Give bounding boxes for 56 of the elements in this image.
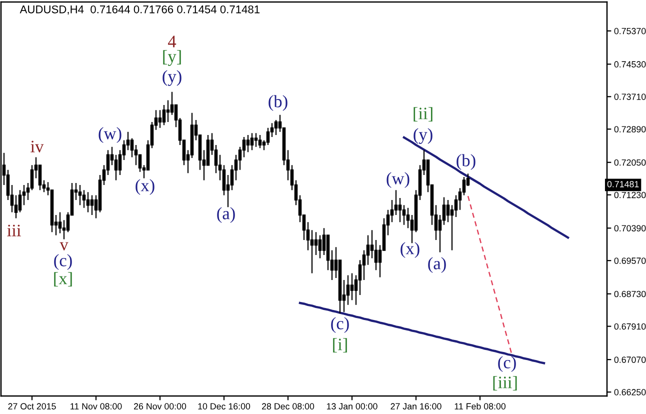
chart-title: AUDUSD,H4 0.71644 0.71766 0.71454 0.71481 bbox=[20, 5, 260, 15]
annotation: (x) bbox=[136, 179, 154, 195]
y-tick-label: 0.67910 bbox=[614, 323, 646, 330]
annotation: (a) bbox=[428, 257, 446, 273]
annotation: [y] bbox=[163, 50, 181, 66]
annotation: (b) bbox=[456, 154, 476, 170]
y-tick-label: 0.74530 bbox=[614, 61, 646, 68]
annotation: (w) bbox=[98, 127, 122, 143]
y-tick-label: 0.68730 bbox=[614, 290, 646, 298]
x-tick-label: 28 Dec 08:00 bbox=[262, 403, 314, 410]
annotation: [iii] bbox=[493, 376, 517, 390]
annotation: v bbox=[60, 242, 68, 250]
annotation: iv bbox=[30, 140, 44, 152]
y-tick-label: 0.73710 bbox=[614, 94, 646, 100]
annotation: [ii] bbox=[414, 107, 432, 122]
x-tick-label: 27 Jan 16:00 bbox=[390, 403, 442, 410]
x-tick-label: 10 Dec 16:00 bbox=[198, 403, 250, 410]
y-tick-label: 0.69570 bbox=[614, 258, 646, 264]
x-tick-label: 26 Nov 00:00 bbox=[134, 403, 186, 410]
y-tick-label: 0.67070 bbox=[614, 356, 646, 363]
annotation: [i] bbox=[333, 338, 347, 352]
annotation: (y) bbox=[162, 70, 182, 86]
annotation: (y) bbox=[414, 128, 432, 144]
annotation: (w) bbox=[386, 172, 410, 188]
x-tick-label: 11 Feb 08:00 bbox=[454, 402, 506, 410]
annotation: 0.71481 bbox=[607, 180, 639, 188]
candlestick bbox=[266, 127, 270, 146]
x-tick-label: 13 Jan 00:00 bbox=[326, 403, 378, 410]
candlestick bbox=[250, 132, 254, 151]
candlestick bbox=[254, 132, 258, 148]
y-tick-label: 0.66250 bbox=[614, 389, 646, 396]
annotation: (a) bbox=[217, 207, 235, 223]
annotation: (c) bbox=[331, 317, 349, 333]
y-tick-label: 0.72050 bbox=[614, 159, 646, 166]
candlestick bbox=[90, 194, 94, 216]
y-tick-label: 0.75370 bbox=[614, 28, 646, 34]
y-tick-label: 0.71230 bbox=[614, 192, 646, 198]
candlestick bbox=[258, 134, 262, 149]
candlestick bbox=[350, 272, 354, 301]
annotation: 4 bbox=[168, 36, 176, 48]
annotation: (x) bbox=[400, 242, 420, 258]
annotation: (b) bbox=[268, 95, 288, 111]
line-series bbox=[467, 195, 513, 356]
x-tick-label: 27 Oct 2015 bbox=[8, 403, 56, 410]
candlestick bbox=[246, 134, 250, 153]
y-tick-label: 0.72890 bbox=[614, 126, 646, 132]
x-tick-label: 11 Nov 08:00 bbox=[70, 403, 122, 410]
annotation: iii bbox=[7, 224, 21, 236]
y-tick-label: 0.70390 bbox=[614, 225, 646, 232]
annotation: [x] bbox=[54, 272, 72, 287]
candlestick bbox=[274, 119, 278, 136]
candlestick bbox=[162, 104, 166, 126]
candlestick bbox=[86, 192, 90, 213]
annotation: (c) bbox=[54, 254, 72, 270]
candlestick bbox=[78, 184, 82, 206]
annotation: (c) bbox=[498, 356, 516, 372]
